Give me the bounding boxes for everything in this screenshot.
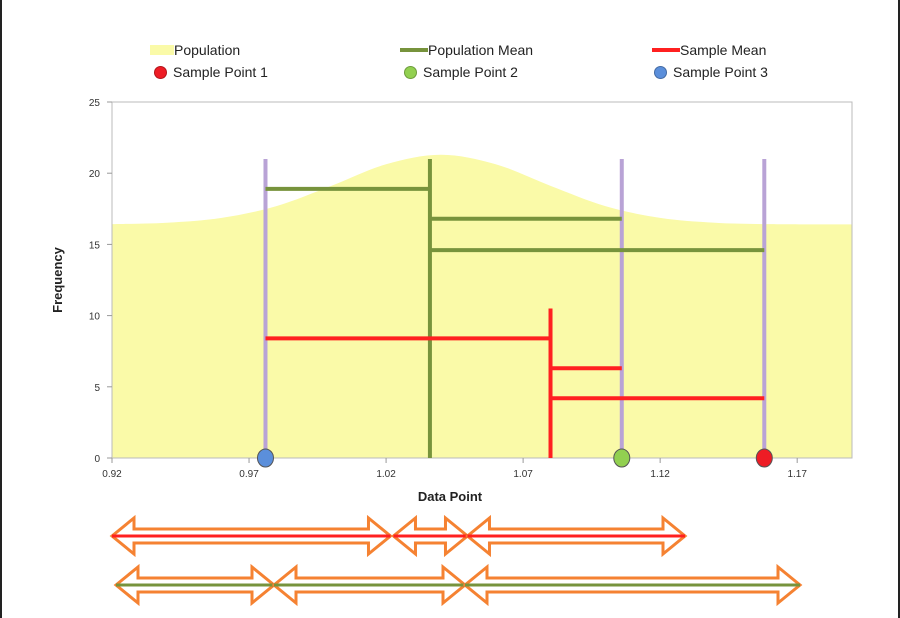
x-axis-label: Data Point: [418, 489, 483, 504]
legend-label: Sample Point 2: [423, 64, 518, 80]
legend-marker-sample-point-1: [154, 65, 167, 79]
deviation-arrows: [109, 514, 803, 607]
x-tick-label: 0.92: [102, 469, 122, 480]
x-tick-label: 1.02: [376, 469, 396, 480]
y-axis-label: Frequency: [50, 246, 65, 313]
legend-swatch-sample-mean: [652, 48, 680, 52]
legend-label: Population Mean: [428, 42, 534, 58]
sample-point-2: [613, 448, 631, 468]
frame-right-edge: [898, 0, 900, 618]
legend-population: Population: [150, 42, 240, 58]
legend-swatch-population: [150, 45, 174, 55]
plot-border: [111, 101, 853, 459]
y-tick-label: 0: [94, 454, 100, 465]
legend-sample-point-2: Sample Point 2: [394, 64, 518, 80]
x-tick-label: 1.12: [650, 469, 670, 480]
y-tick-label: 25: [89, 98, 101, 109]
legend-sample-mean: Sample Mean: [652, 42, 766, 58]
legend-sample-point-3: Sample Point 3: [644, 64, 768, 80]
legend-marker-sample-point-2: [404, 65, 417, 79]
legend-sample-point-1: Sample Point 1: [144, 64, 268, 80]
x-tick-label: 1.17: [787, 469, 807, 480]
legend-population-mean: Population Mean: [400, 42, 533, 58]
x-ticks: 0.92 0.97 1.02 1.07 1.12 1.17: [102, 458, 807, 480]
legend-label: Population: [174, 42, 241, 58]
sample-point-1: [755, 448, 773, 468]
frame-left-edge: [0, 0, 2, 618]
x-tick-label: 0.97: [239, 469, 259, 480]
x-tick-label: 1.07: [513, 469, 533, 480]
legend-swatch-population-mean: [400, 48, 428, 52]
population-area: [112, 154, 852, 459]
y-tick-label: 5: [94, 383, 100, 394]
sample-point-3: [256, 448, 274, 468]
legend-marker-sample-point-3: [654, 65, 667, 79]
y-ticks: 0 5 10 15 20 25: [89, 98, 112, 465]
legend-label: Sample Point 1: [173, 64, 268, 80]
y-tick-label: 20: [89, 169, 101, 180]
plot-area: [111, 101, 853, 468]
y-tick-label: 15: [89, 240, 101, 251]
legend-label: Sample Point 3: [673, 64, 768, 80]
legend-label: Sample Mean: [680, 42, 767, 58]
y-tick-label: 10: [89, 312, 101, 323]
